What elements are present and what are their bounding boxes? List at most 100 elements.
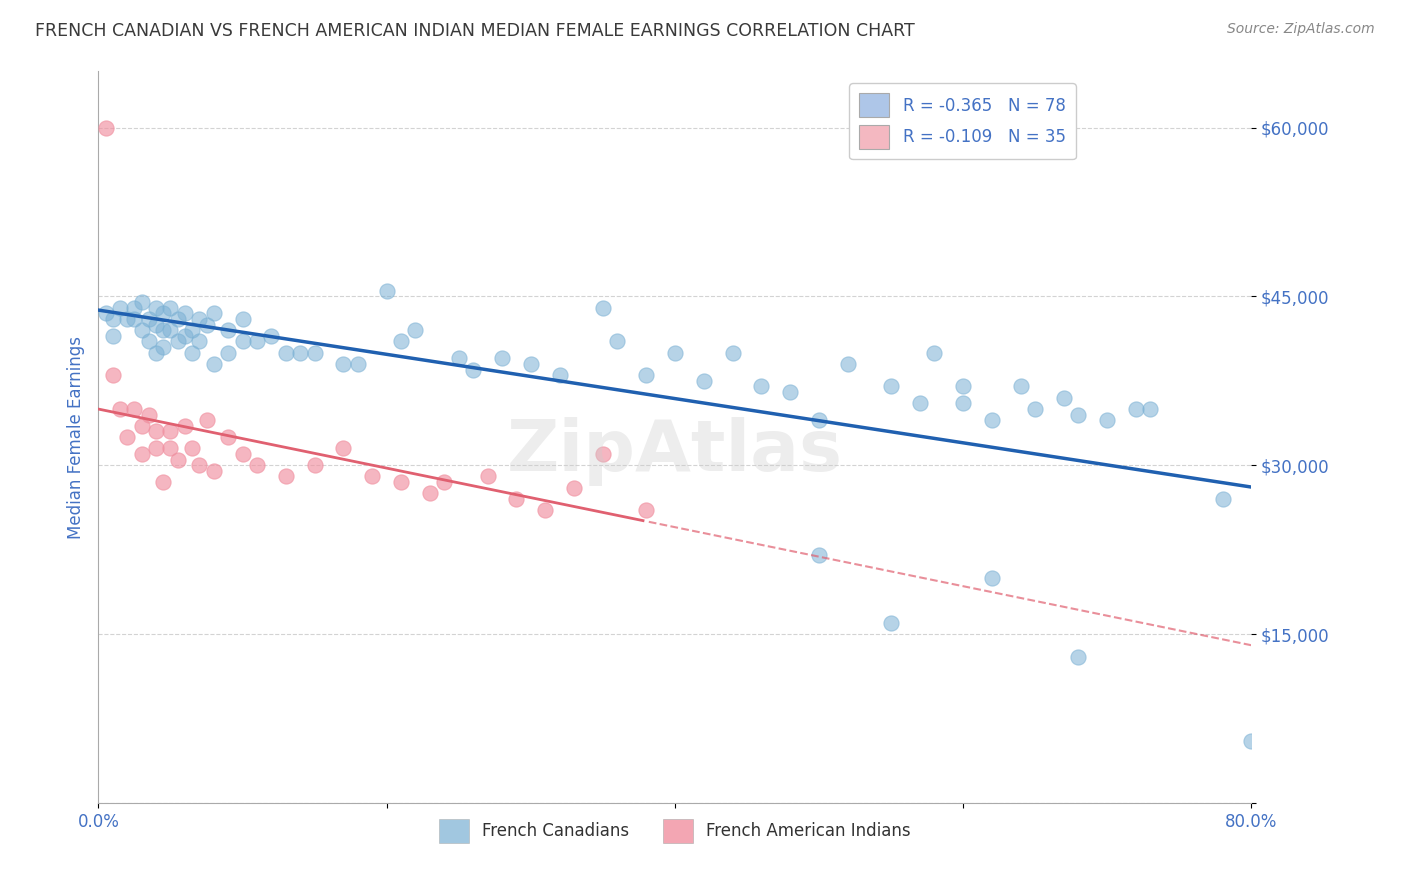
Point — [461, 362, 484, 376]
Point — [548, 368, 571, 383]
Point — [124, 312, 146, 326]
Point — [808, 413, 831, 427]
Point — [1097, 413, 1119, 427]
Point — [174, 328, 197, 343]
Point — [664, 345, 686, 359]
Point — [952, 379, 974, 393]
Point — [138, 334, 160, 349]
Point — [1240, 734, 1263, 748]
Point — [361, 469, 384, 483]
Point — [505, 491, 527, 506]
Point — [908, 396, 931, 410]
Point — [1024, 401, 1046, 416]
Point — [202, 357, 225, 371]
Point — [188, 334, 211, 349]
Point — [592, 447, 614, 461]
Point — [217, 345, 239, 359]
Point — [188, 312, 211, 326]
Point — [159, 442, 181, 456]
Point — [751, 379, 773, 393]
Point — [145, 318, 167, 332]
Point — [952, 396, 974, 410]
Point — [94, 120, 117, 135]
Point — [808, 548, 831, 562]
Point — [880, 379, 903, 393]
Point — [108, 301, 131, 315]
Point — [332, 442, 354, 456]
Text: ZipAtlas: ZipAtlas — [508, 417, 842, 486]
Point — [152, 475, 174, 489]
Point — [332, 357, 354, 371]
Y-axis label: Median Female Earnings: Median Female Earnings — [66, 335, 84, 539]
Point — [721, 345, 744, 359]
Point — [138, 408, 160, 422]
Point — [636, 503, 658, 517]
Point — [779, 385, 801, 400]
Point — [117, 312, 139, 326]
Point — [131, 447, 153, 461]
Point — [231, 334, 254, 349]
Point — [202, 464, 225, 478]
Point — [124, 301, 146, 315]
Point — [880, 615, 903, 630]
Point — [94, 306, 117, 320]
Point — [195, 318, 218, 332]
Point — [181, 442, 204, 456]
Point — [246, 334, 269, 349]
Point — [166, 334, 188, 349]
Point — [117, 430, 139, 444]
Point — [145, 425, 167, 439]
Point — [1125, 401, 1147, 416]
Point — [405, 323, 427, 337]
Point — [304, 458, 326, 473]
Point — [101, 368, 124, 383]
Point — [231, 312, 254, 326]
Point — [138, 312, 160, 326]
Point — [534, 503, 557, 517]
Point — [981, 571, 1004, 585]
Point — [693, 374, 716, 388]
Point — [477, 469, 499, 483]
Point — [274, 469, 297, 483]
Point — [101, 328, 124, 343]
Point — [145, 345, 167, 359]
Text: FRENCH CANADIAN VS FRENCH AMERICAN INDIAN MEDIAN FEMALE EARNINGS CORRELATION CHA: FRENCH CANADIAN VS FRENCH AMERICAN INDIA… — [35, 22, 915, 40]
Point — [1067, 408, 1090, 422]
Point — [433, 475, 456, 489]
Point — [217, 323, 239, 337]
Point — [166, 312, 188, 326]
Point — [447, 351, 470, 366]
Point — [217, 430, 239, 444]
Point — [562, 481, 585, 495]
Point — [520, 357, 543, 371]
Point — [166, 452, 188, 467]
Point — [152, 306, 174, 320]
Legend: French Canadians, French American Indians: French Canadians, French American Indian… — [432, 813, 918, 849]
Point — [152, 340, 174, 354]
Point — [1053, 391, 1076, 405]
Point — [924, 345, 946, 359]
Point — [108, 401, 131, 416]
Point — [389, 475, 412, 489]
Point — [1067, 649, 1090, 664]
Point — [145, 442, 167, 456]
Point — [606, 334, 628, 349]
Point — [304, 345, 326, 359]
Point — [188, 458, 211, 473]
Point — [636, 368, 658, 383]
Point — [290, 345, 312, 359]
Point — [981, 413, 1004, 427]
Point — [181, 345, 204, 359]
Point — [491, 351, 513, 366]
Point — [592, 301, 614, 315]
Point — [1212, 491, 1234, 506]
Point — [145, 301, 167, 315]
Point — [131, 418, 153, 433]
Point — [131, 323, 153, 337]
Point — [174, 306, 197, 320]
Point — [181, 323, 204, 337]
Point — [1010, 379, 1032, 393]
Point — [101, 312, 124, 326]
Text: Source: ZipAtlas.com: Source: ZipAtlas.com — [1227, 22, 1375, 37]
Point — [202, 306, 225, 320]
